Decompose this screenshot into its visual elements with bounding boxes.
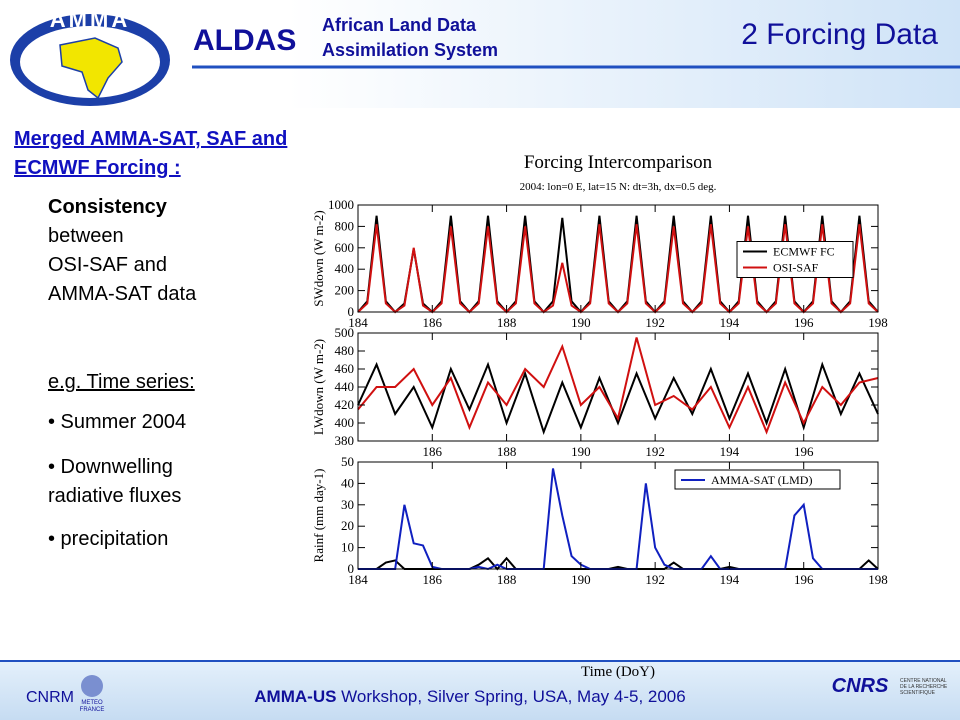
x-tick-label: 186 [423,572,443,587]
y-axis-label: SWdown (W m-2) [311,210,326,307]
y-tick-label: 1000 [328,197,354,212]
y-axis-label: LWdown (W m-2) [311,339,326,435]
y-tick-label: 800 [335,218,355,233]
x-tick-label: 194 [720,444,740,459]
chart-subtitle: 2004: lon=0 E, lat=15 N: dt=3h, dx=0.5 d… [520,181,717,193]
bullet: • Summer 2004 [48,411,186,433]
x-tick-label: 198 [868,572,888,587]
x-tick-label: 196 [794,572,814,587]
x-tick-label: 192 [645,315,665,330]
body-text: OSI-SAF and [48,254,167,276]
cnrm: CNRM [26,689,74,706]
legend-box [736,241,854,278]
cnrs: CNRS [832,675,889,697]
x-axis-label: Time (DoY) [581,664,655,680]
y-tick-label: 0 [348,304,355,319]
y-tick-label: 40 [341,475,354,490]
x-tick-label: 190 [571,315,591,330]
y-axis-label: Rainf (mm day-1) [311,469,326,563]
body-text: AMMA-SAT data [48,283,197,305]
legend-box [674,469,841,490]
bullet: • precipitation [48,528,168,550]
x-tick-label: 190 [571,444,591,459]
y-tick-label: 200 [335,283,355,298]
meteo-text: METEO [81,700,103,706]
x-tick-label: 190 [571,572,591,587]
meteo-text: FRANCE [80,707,105,713]
body-text: between [48,225,124,247]
y-tick-label: 400 [335,415,355,430]
system-name: African Land Data [322,15,477,35]
x-tick-label: 188 [497,444,517,459]
x-tick-label: 196 [794,315,814,330]
logo: AMMA [10,7,170,106]
y-tick-label: 420 [335,397,355,412]
cnrs-text: SCIENTIFIQUE [900,690,936,696]
y-tick-label: 480 [335,343,355,358]
x-tick-label: 194 [720,572,740,587]
event: AMMA-US Workshop, Silver Spring, USA, Ma… [254,687,685,706]
x-tick-label: 186 [423,444,443,459]
y-tick-label: 20 [341,518,354,533]
x-tick-label: 188 [497,572,517,587]
legend-label: ECMWF FC [773,245,835,259]
system-name: Assimilation System [322,40,498,60]
y-tick-label: 0 [348,561,355,576]
bullet: • Downwelling [48,456,173,478]
legend-label: OSI-SAF [773,261,819,275]
legend-label: AMMA-SAT (LMD) [711,473,812,487]
event-rest: Workshop, Silver Spring, USA, May 4-5, 2… [336,687,685,706]
y-tick-label: 10 [341,540,354,555]
slide-title: 2 Forcing Data [741,18,938,51]
x-tick-label: 198 [868,315,888,330]
acronym: ALDAS [193,24,296,57]
x-tick-label: 184 [348,315,368,330]
chart-title: Forcing Intercomparison [524,152,713,173]
y-tick-label: 30 [341,497,354,512]
y-tick-label: 50 [341,454,354,469]
x-tick-label: 194 [720,315,740,330]
x-tick-label: 192 [645,444,665,459]
plot-frame [357,461,879,570]
x-tick-label: 184 [348,572,368,587]
y-tick-label: 500 [335,325,355,340]
heading: Merged AMMA-SAT, SAF and [14,128,287,150]
bullet: radiative fluxes [48,485,181,507]
cnrs-text: CENTRE NATIONAL [900,678,947,684]
y-tick-label: 600 [335,240,355,255]
logo-text: AMMA [50,7,130,32]
y-tick-label: 460 [335,361,355,376]
x-tick-label: 192 [645,572,665,587]
event-bold: AMMA-US [254,687,336,706]
plot-frame [357,204,879,313]
footer-bg [0,661,960,720]
x-tick-label: 188 [497,315,517,330]
y-tick-label: 440 [335,379,355,394]
meteo-logo [81,675,103,697]
x-tick-label: 196 [794,444,814,459]
body-text: e.g. Time series: [48,371,195,393]
y-tick-label: 400 [335,261,355,276]
body-bold: Consistency [48,196,168,218]
series-line [357,337,879,435]
heading: ECMWF Forcing : [14,157,181,179]
cnrs-text: DE LA RECHERCHE [900,684,948,690]
y-tick-label: 380 [335,433,355,448]
x-tick-label: 186 [423,315,443,330]
